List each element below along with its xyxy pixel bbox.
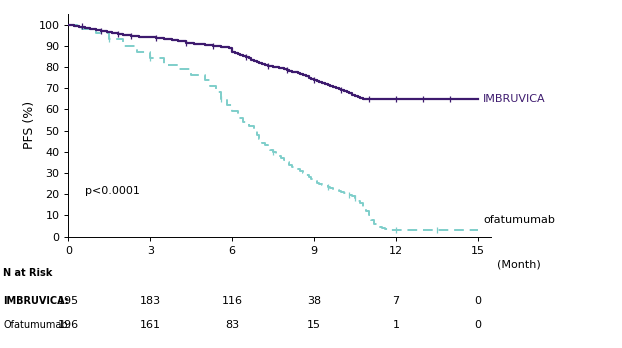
Text: 183: 183: [140, 296, 161, 306]
Text: 83: 83: [225, 321, 239, 330]
Text: 15: 15: [307, 321, 321, 330]
Text: 116: 116: [221, 296, 243, 306]
Text: IMBRUVICA:: IMBRUVICA:: [3, 296, 69, 306]
Text: Ofatumumab:: Ofatumumab:: [3, 321, 71, 330]
Text: IMBRUVICA: IMBRUVICA: [483, 94, 546, 104]
Text: ofatumumab: ofatumumab: [483, 215, 555, 225]
Text: 7: 7: [392, 296, 399, 306]
Text: (Month): (Month): [497, 260, 541, 270]
Text: N at Risk: N at Risk: [3, 268, 52, 278]
Text: 0: 0: [474, 296, 481, 306]
Text: 161: 161: [140, 321, 160, 330]
Text: 196: 196: [58, 321, 79, 330]
Text: 38: 38: [307, 296, 321, 306]
Text: p<0.0001: p<0.0001: [85, 186, 140, 196]
Text: 0: 0: [474, 321, 481, 330]
Text: 1: 1: [392, 321, 399, 330]
Y-axis label: PFS (%): PFS (%): [22, 101, 35, 149]
Text: 195: 195: [58, 296, 79, 306]
